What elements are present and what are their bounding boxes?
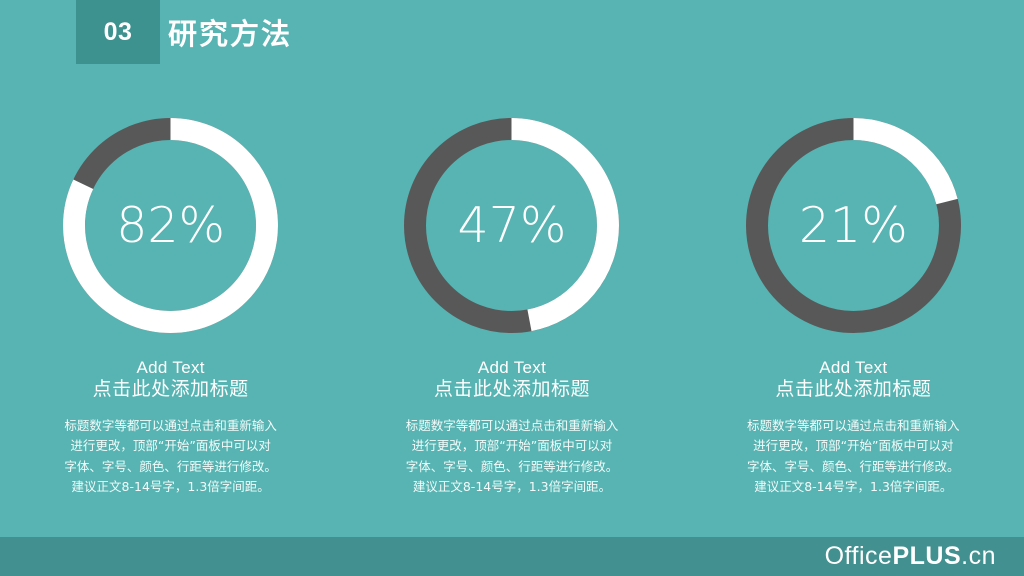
body-line: 进行更改，顶部“开始”面板中可以对 [753,438,954,454]
caption-block-2: Add Text 点击此处添加标题 [434,357,590,402]
body-line: 进行更改，顶部“开始”面板中可以对 [411,438,613,454]
caption-cn-3: 点击此处添加标题 [775,378,932,401]
body-line: 建议正文8-14号字，1.3倍字间距。 [71,478,270,494]
officeplus-logo: Office PLUS .cn [825,537,996,576]
donut-chart-1: 82% [63,118,279,333]
section-number-badge: 03 [76,0,160,64]
body-text-1: 标题数字等都可以通过点击和重新输入 进行更改，顶部“开始”面板中可以对 字体、字… [46,416,296,497]
donut-arc-2 [404,118,620,333]
stat-column-1: 82% Add Text 点击此处添加标题 标题数字等都可以通过点击和重新输入 … [0,118,341,497]
body-line: 标题数字等都可以通过点击和重新输入 [747,418,960,433]
donut-svg-2 [404,118,620,333]
donut-chart-2: 47% [404,118,620,333]
body-text-2: 标题数字等都可以通过点击和重新输入 进行更改，顶部“开始”面板中可以对 字体、字… [387,416,637,497]
caption-cn-2: 点击此处添加标题 [433,378,590,401]
body-text-3: 标题数字等都可以通过点击和重新输入 进行更改，顶部“开始”面板中可以对 字体、字… [728,416,978,497]
body-line: 字体、字号、颜色、行距等进行修改。 [405,458,619,474]
caption-block-3: Add Text 点击此处添加标题 [775,357,931,402]
page-title: 研究方法 [168,17,293,51]
body-line: 进行更改，顶部“开始”面板中可以对 [70,438,271,454]
body-line: 建议正文8-14号字，1.3倍字间距。 [412,478,612,494]
body-line: 标题数字等都可以通过点击和重新输入 [405,418,619,433]
section-number-text: 03 [103,17,133,46]
body-line: 字体、字号、颜色、行距等进行修改。 [64,458,277,474]
brand-plus: PLUS [892,542,962,570]
body-line: 建议正文8-14号字，1.3倍字间距。 [754,478,953,494]
caption-block-1: Add Text 点击此处添加标题 [93,357,249,402]
donut-chart-3: 21% [745,118,961,333]
brand-tld: .cn [961,542,996,570]
donut-arc-1 [63,118,279,333]
slide-header: 03 研究方法 [0,0,1024,64]
stat-column-3: 21% Add Text 点击此处添加标题 标题数字等都可以通过点击和重新输入 … [683,118,1024,497]
body-line: 字体、字号、颜色、行距等进行修改。 [747,458,960,474]
caption-en-3: Add Text [819,358,888,377]
columns-container: 82% Add Text 点击此处添加标题 标题数字等都可以通过点击和重新输入 … [0,118,1024,497]
caption-en-1: Add Text [136,358,205,377]
donut-svg-3 [745,118,961,333]
donut-value-2: 47% [457,197,567,254]
caption-en-2: Add Text [477,358,547,377]
brand-office: Office [824,542,893,570]
footer-bar: Office PLUS .cn [0,537,1024,576]
donut-svg-1 [63,118,279,333]
body-line: 标题数字等都可以通过点击和重新输入 [64,418,277,433]
donut-arc-3 [745,118,961,333]
caption-cn-1: 点击此处添加标题 [92,378,249,401]
donut-value-1: 82% [116,197,226,254]
donut-value-3: 21% [798,197,908,254]
stat-column-2: 47% Add Text 点击此处添加标题 标题数字等都可以通过点击和重新输入 … [341,118,682,497]
